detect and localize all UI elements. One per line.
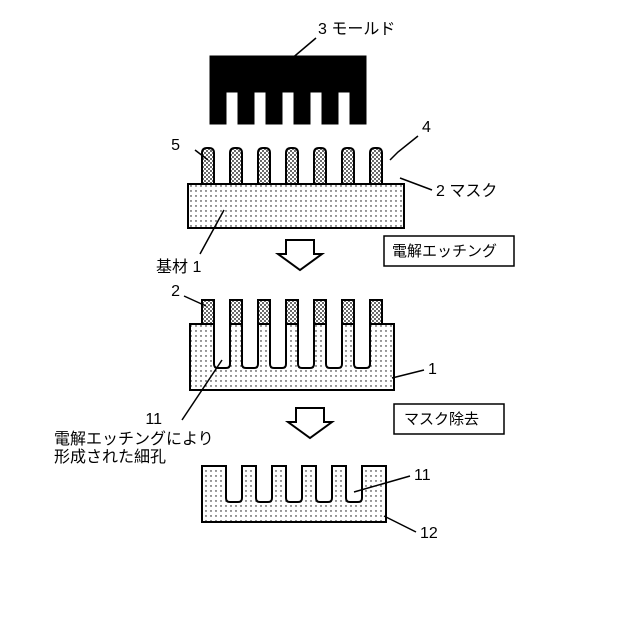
svg-text:11: 11 (414, 467, 431, 484)
svg-text:マスク除去: マスク除去 (404, 411, 479, 428)
svg-text:3 モールド: 3 モールド (318, 21, 395, 38)
svg-text:電解エッチングにより形成された細孔: 電解エッチングにより形成された細孔 (54, 430, 214, 466)
svg-text:2 マスク: 2 マスク (436, 182, 497, 200)
svg-text:2: 2 (171, 283, 180, 300)
svg-text:基材 1: 基材 1 (156, 258, 201, 276)
svg-text:12: 12 (420, 525, 438, 542)
svg-text:5: 5 (171, 137, 180, 154)
svg-text:電解エッチング: 電解エッチング (392, 243, 497, 260)
svg-text:1: 1 (428, 361, 437, 378)
svg-text:11: 11 (145, 411, 162, 428)
svg-text:4: 4 (422, 119, 431, 136)
